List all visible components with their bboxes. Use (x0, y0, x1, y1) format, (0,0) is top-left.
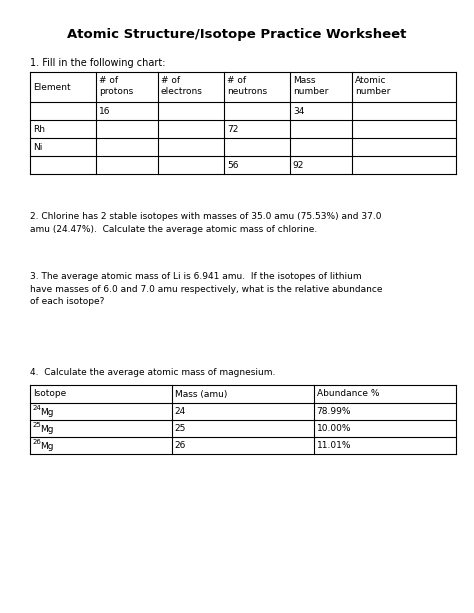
Text: 25: 25 (33, 422, 42, 428)
Text: 3. The average atomic mass of Li is 6.941 amu.  If the isotopes of lithium
have : 3. The average atomic mass of Li is 6.94… (30, 272, 383, 306)
Text: 4.  Calculate the average atomic mass of magnesium.: 4. Calculate the average atomic mass of … (30, 368, 275, 377)
Text: 56: 56 (227, 161, 238, 170)
Text: Mg: Mg (40, 425, 54, 434)
Text: # of
electrons: # of electrons (161, 76, 203, 96)
Text: 26: 26 (33, 439, 42, 445)
Text: Atomic
number: Atomic number (355, 76, 390, 96)
Text: 2. Chlorine has 2 stable isotopes with masses of 35.0 amu (75.53%) and 37.0
amu : 2. Chlorine has 2 stable isotopes with m… (30, 212, 382, 234)
Text: 16: 16 (99, 107, 110, 115)
Text: Isotope: Isotope (33, 389, 66, 398)
Text: Mass (amu): Mass (amu) (175, 389, 227, 398)
Text: 26: 26 (175, 441, 186, 450)
Text: 25: 25 (175, 424, 186, 433)
Text: 24: 24 (175, 407, 186, 416)
Text: # of
protons: # of protons (99, 76, 133, 96)
Text: Atomic Structure/Isotope Practice Worksheet: Atomic Structure/Isotope Practice Worksh… (67, 28, 407, 41)
Text: Abundance %: Abundance % (317, 389, 379, 398)
Text: Element: Element (33, 83, 71, 91)
Text: Mg: Mg (40, 408, 54, 417)
Text: 10.00%: 10.00% (317, 424, 351, 433)
Text: Mass
number: Mass number (293, 76, 328, 96)
Text: Mg: Mg (40, 442, 54, 451)
Text: Ni: Ni (33, 142, 42, 151)
Text: Rh: Rh (33, 124, 45, 134)
Text: 92: 92 (293, 161, 304, 170)
Text: 72: 72 (227, 124, 238, 134)
Text: 34: 34 (293, 107, 304, 115)
Text: 11.01%: 11.01% (317, 441, 351, 450)
Text: 1. Fill in the following chart:: 1. Fill in the following chart: (30, 58, 165, 68)
Text: # of
neutrons: # of neutrons (227, 76, 267, 96)
Text: 78.99%: 78.99% (317, 407, 351, 416)
Text: 24: 24 (33, 405, 42, 411)
